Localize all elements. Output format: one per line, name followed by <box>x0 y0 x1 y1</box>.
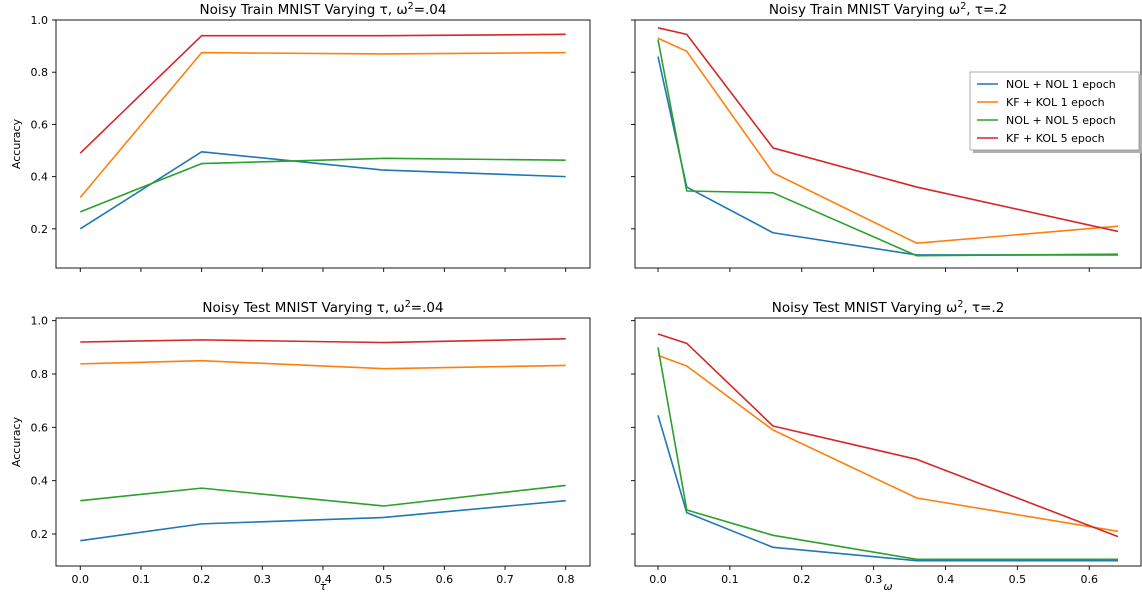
y-tick-label: 1.0 <box>31 315 49 328</box>
x-tick-label: 0.3 <box>254 573 272 586</box>
legend-entry: KF + KOL 5 epoch <box>1006 132 1105 145</box>
series-line-kf-kol-1-epoch <box>79 51 566 199</box>
x-tick-label: 0.8 <box>557 573 575 586</box>
x-tick-label: 0.4 <box>937 573 955 586</box>
series-line-nol-nol-5-epoch <box>657 347 1118 561</box>
legend: NOL + NOL 1 epoch KF + KOL 1 epoch NOL + N… <box>969 71 1142 153</box>
series-line-nol-nol-5-epoch <box>79 157 566 213</box>
chart-panel-3: 0.0 0.1 0.2 0.3 0.4 0.5 0.6 0.7 0.8 0.2 0.4 0.6 0.8 1… <box>10 299 591 593</box>
x-tick-label: 0.4 <box>314 573 332 586</box>
x-tick-label: 0.1 <box>132 573 150 586</box>
x-tick-label: 0.2 <box>193 573 211 586</box>
chart-title: Noisy Train MNIST Varying τ, ω2=.04 <box>200 1 447 19</box>
x-tick-label: 0.7 <box>496 573 514 586</box>
y-tick-label: 0.8 <box>31 368 49 381</box>
y-tick-label: 0.4 <box>31 171 49 184</box>
series-line-nol-nol-5-epoch <box>80 484 566 507</box>
y-tick-label: 0.8 <box>31 66 49 79</box>
chart-title: Noisy Test MNIST Varying τ, ω2=.04 <box>202 299 443 317</box>
x-tick-label: 0.5 <box>375 573 393 586</box>
series-line-kf-kol-5-epoch <box>80 338 566 344</box>
series-line-nol-nol-1-epoch <box>657 415 1118 562</box>
series-line-nol-nol-5-epoch <box>657 39 1119 257</box>
axes-frame <box>55 317 591 567</box>
series-line-kf-kol-1-epoch <box>80 359 566 370</box>
y-axis-label: Accuracy <box>10 118 23 169</box>
legend-entry: NOL + NOL 5 epoch <box>1006 114 1116 127</box>
chart-panel-4: 0.0 0.1 0.2 0.3 0.4 0.5 0.6 Noisy Test MNIST Va… <box>631 299 1142 593</box>
y-tick-label: 0.6 <box>31 421 49 434</box>
x-tick-label: 0.6 <box>1081 573 1099 586</box>
x-tick-label: 0.1 <box>721 573 739 586</box>
series-line-kf-kol-1-epoch <box>657 37 1119 244</box>
chart-panel-1: 0.2 0.4 0.6 0.8 1.0 Noisy Train MNIST Varying… <box>10 1 591 272</box>
series-line-kf-kol-5-epoch <box>657 27 1119 233</box>
legend-entry: KF + KOL 1 epoch <box>1006 96 1105 109</box>
panels: 0.2 0.4 0.6 0.8 1.0 Noisy Train MNIST Varying… <box>10 1 1142 593</box>
axes-frame <box>634 317 1142 567</box>
series-line-kf-kol-5-epoch <box>79 33 566 154</box>
y-axis-label: Accuracy <box>10 416 23 467</box>
series-line-nol-nol-1-epoch <box>80 499 566 542</box>
y-tick-label: 0.2 <box>31 223 49 236</box>
y-tick-label: 1.0 <box>31 14 49 27</box>
x-tick-label: 0.6 <box>436 573 454 586</box>
x-tick-label: 0.2 <box>793 573 811 586</box>
legend-box <box>969 71 1140 151</box>
axes-frame <box>55 19 591 269</box>
x-tick-label: 0.3 <box>865 573 883 586</box>
series-line-kf-kol-5-epoch <box>657 333 1119 538</box>
x-axis-label: τ <box>320 580 327 593</box>
y-tick-label: 0.4 <box>31 475 49 488</box>
x-tick-label: 0.5 <box>1009 573 1027 586</box>
x-tick-label: 0.0 <box>72 573 90 586</box>
y-tick-label: 0.2 <box>31 528 49 541</box>
x-axis-label: ω <box>883 580 892 593</box>
chart-panel-2: Noisy Train MNIST Varying ω2, τ=.2 NOL + … <box>631 1 1142 272</box>
y-tick-label: 0.6 <box>31 118 49 131</box>
chart-title: Noisy Train MNIST Varying ω2, τ=.2 <box>769 1 1007 19</box>
legend-entry: NOL + NOL 1 epoch <box>1006 78 1116 91</box>
x-tick-label: 0.0 <box>649 573 667 586</box>
series-line-kf-kol-1-epoch <box>657 354 1119 533</box>
chart-title: Noisy Test MNIST Varying ω2, τ=.2 <box>772 299 1005 317</box>
